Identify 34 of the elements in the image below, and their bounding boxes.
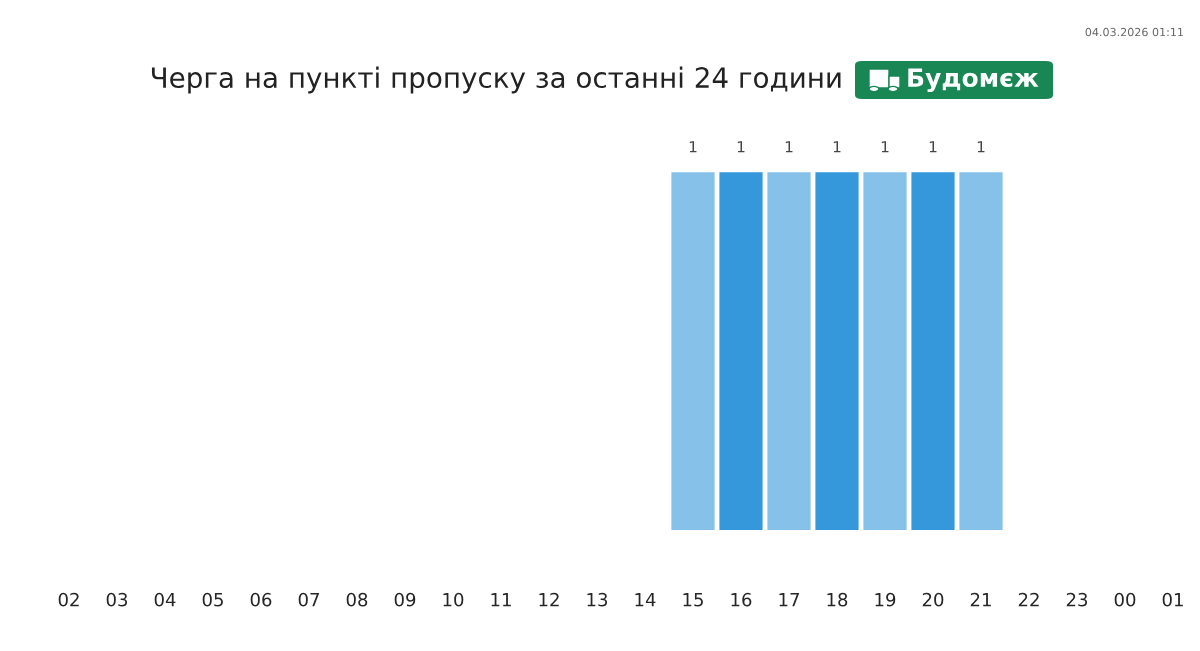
x-tick-label: 16 xyxy=(731,592,752,607)
x-tick-label: 01 xyxy=(1162,592,1183,607)
text: Будомєж xyxy=(908,68,1039,93)
x-tick-label: 18 xyxy=(827,592,848,607)
x-tick-label: 00 xyxy=(1114,592,1136,607)
data-label: 1 xyxy=(689,141,697,153)
x-tick-label: 14 xyxy=(635,593,656,607)
x-tick-label: 10 xyxy=(443,592,464,607)
x-tick-label: 22 xyxy=(1018,592,1039,607)
x-tick-label: 19 xyxy=(875,592,896,607)
data-label: 1 xyxy=(737,141,745,153)
x-tick-label: 15 xyxy=(683,593,703,607)
x-tick-label: 09 xyxy=(394,592,416,607)
data-label: 1 xyxy=(833,141,841,153)
x-tick-label: 07 xyxy=(298,592,319,607)
x-tick-label: 13 xyxy=(587,592,608,607)
x-tick-label: 17 xyxy=(779,593,799,607)
x-tick-label: 06 xyxy=(250,592,272,607)
x-tick-label: 03 xyxy=(106,592,128,607)
data-label: 1 xyxy=(785,141,793,153)
chart-title: Черга на пункті пропуску за останні 24 години xyxy=(151,66,841,94)
x-tick-label: 11 xyxy=(491,593,511,607)
x-tick-label: 21 xyxy=(970,592,991,607)
x-tick-label: 23 xyxy=(1066,592,1088,607)
x-tick-label: 05 xyxy=(202,592,223,607)
data-label: 1 xyxy=(929,141,937,153)
text: 04.03.2026 01:11 xyxy=(1085,27,1183,37)
x-tick-label: 20 xyxy=(922,592,944,607)
x-tick-label: 02 xyxy=(58,592,79,607)
data-label: 1 xyxy=(977,141,985,153)
data-label: 1 xyxy=(881,141,889,153)
x-tick-label: 12 xyxy=(539,592,559,607)
x-tick-label: 08 xyxy=(346,592,368,607)
x-tick-label: 04 xyxy=(154,592,176,607)
